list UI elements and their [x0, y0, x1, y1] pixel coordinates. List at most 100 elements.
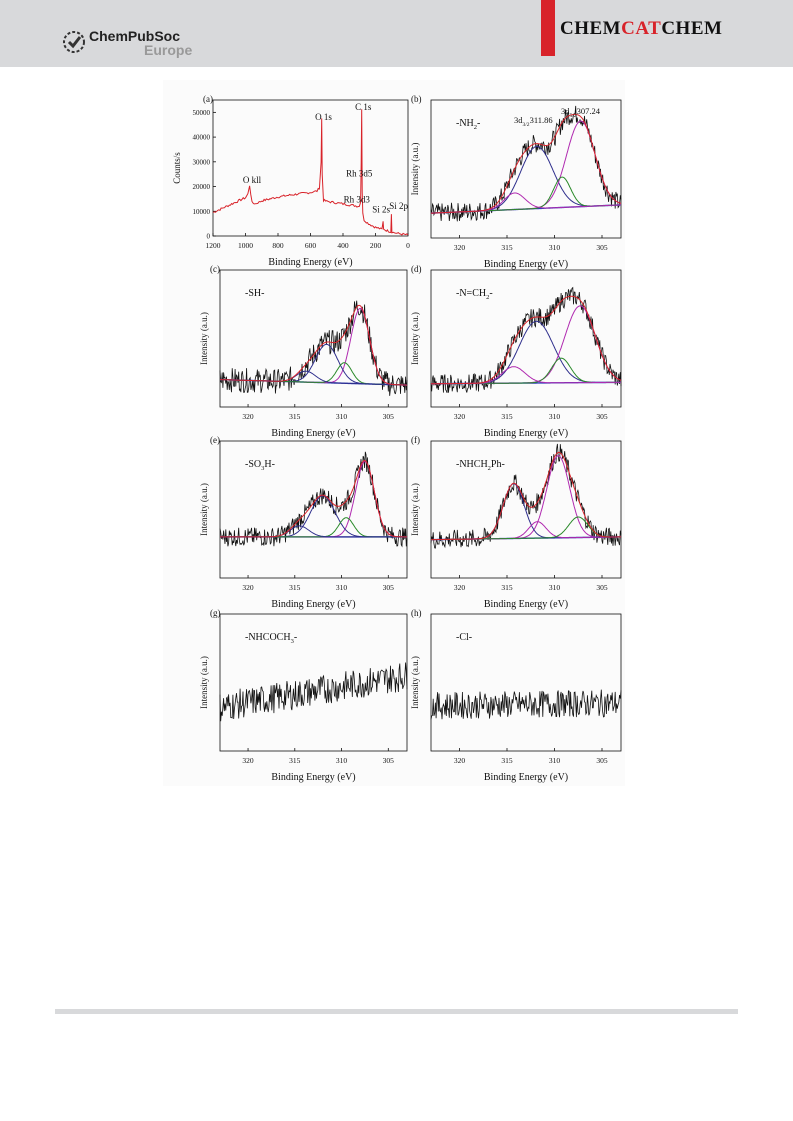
panel-a-annotation: Si 2p: [389, 201, 408, 211]
panel-a-xtick-label: 200: [370, 241, 382, 250]
panel-e-xlabel: Binding Energy (eV): [271, 599, 355, 610]
panel-e-raw-data-line: [219, 451, 408, 548]
panel-a-xtick-label: 1000: [238, 241, 253, 250]
panel-a-ylabel: Counts/s: [172, 152, 182, 184]
panel-c-group-label: -SH-: [245, 288, 264, 299]
panel-a-annotation: C 1s: [355, 102, 372, 112]
panel-f-xtick-label: 320: [454, 583, 466, 592]
publisher-logo-icon: [63, 31, 85, 53]
panel-f-xlabel: Binding Energy (eV): [484, 599, 568, 610]
publisher-logo: ChemPubSoc Europe: [62, 28, 192, 58]
panel-b-xtick-label: 310: [549, 243, 561, 252]
panel-b-peak-label: 3d5/2307.24: [561, 106, 601, 119]
panel-h-xtick-label: 305: [596, 756, 608, 765]
panel-d-xtick-label: 310: [549, 412, 561, 421]
panel-d-component-peak: [431, 357, 621, 385]
panel-b-xtick-label: 320: [454, 243, 466, 252]
panel-g-xlabel: Binding Energy (eV): [271, 772, 355, 783]
panel-a-ytick-label: 0: [207, 233, 211, 241]
panel-g-ylabel: Intensity (a.u.): [199, 656, 209, 709]
panel-f-xtick-label: 315: [501, 583, 513, 592]
panel-b-letter: (b): [411, 94, 422, 104]
panel-c-frame: [219, 269, 408, 408]
panel-a-annotation: Rh 3d3: [344, 195, 371, 205]
publisher-region: Europe: [144, 42, 193, 58]
panel-h-frame: [430, 613, 622, 752]
panel-h-group-label: -Cl-: [456, 632, 472, 643]
panel-d-component-peak: [431, 366, 621, 385]
panel-c-raw-data-line: [219, 300, 408, 396]
panel-a-annotation: Si 2s: [372, 205, 390, 215]
panel-f-letter: (f): [411, 435, 420, 445]
panel-c-xtick-label: 310: [336, 412, 348, 421]
panel-e-xtick-label: 315: [289, 583, 301, 592]
panel-a-letter: (a): [203, 94, 213, 104]
panel-b-xtick-label: 315: [501, 243, 513, 252]
panel-e-ylabel: Intensity (a.u.): [199, 483, 209, 536]
panel-g-group-label: -NHCOCH3-: [245, 632, 297, 645]
journal-accent-tab: [541, 0, 555, 56]
panel-h-raw-data-line: [430, 689, 622, 720]
panel-c-xtick-label: 305: [383, 412, 395, 421]
panel-d-envelope-fit-line: [431, 295, 622, 385]
panel-d-ylabel: Intensity (a.u.): [410, 312, 420, 365]
panel-h-xlabel: Binding Energy (eV): [484, 772, 568, 783]
panel-e-letter: (e): [210, 435, 220, 445]
panel-h-xtick-label: 320: [454, 756, 466, 765]
panel-f-raw-data-line: [430, 443, 622, 549]
panel-g-xtick-label: 310: [336, 756, 348, 765]
panel-c-letter: (c): [210, 264, 220, 274]
panel-a-xtick-label: 800: [272, 241, 284, 250]
panel-c-xtick-label: 320: [242, 412, 254, 421]
panel-d-letter: (d): [411, 264, 422, 274]
journal-title: CHEMCATCHEM: [560, 18, 722, 40]
publisher-name: ChemPubSoc: [89, 28, 181, 44]
panel-b-component-peak: [430, 176, 621, 214]
panel-b-envelope-fit-line: [430, 113, 622, 214]
xps-figure: (a) Binding Energy (eV) Counts/s 1200 1000 80…: [163, 80, 625, 786]
panel-a-xtick-label: 0: [406, 241, 410, 250]
panel-g-xtick-label: 315: [289, 756, 301, 765]
panel-b-xtick-label: 305: [596, 243, 608, 252]
panel-a-annotation: Rh 3d5: [346, 169, 373, 179]
panel-e-group-label: -SO3H-: [245, 459, 275, 472]
panel-a-xtick-label: 400: [337, 241, 349, 250]
panel-b-ylabel: Intensity (a.u.): [410, 143, 420, 196]
panel-b-peak-label: 3d3/2311.86: [514, 115, 553, 128]
panel-b-xlabel: Binding Energy (eV): [484, 259, 568, 270]
journal-title-part2: CAT: [621, 18, 662, 39]
panel-h-xtick-label: 315: [501, 756, 513, 765]
header-band: [0, 0, 793, 67]
panel-e-xtick-label: 320: [242, 583, 254, 592]
panel-d-raw-data-line: [430, 286, 622, 394]
panel-a-ytick-label: 30000: [193, 158, 211, 166]
panel-a-xtick-label: 1200: [206, 241, 221, 250]
panel-a-xlabel: Binding Energy (eV): [268, 257, 352, 268]
panel-g-letter: (g): [210, 608, 221, 618]
panel-f-xtick-label: 305: [596, 583, 608, 592]
panel-a-xtick-label: 600: [305, 241, 317, 250]
panel-e-xtick-label: 310: [336, 583, 348, 592]
panel-e-component-peak: [220, 461, 407, 538]
panel-a-series-line: [212, 109, 409, 236]
panel-a-ytick-label: 20000: [193, 183, 211, 191]
panel-b-frame: [430, 99, 622, 239]
panel-f-ylabel: Intensity (a.u.): [410, 483, 420, 536]
panel-d-xtick-label: 315: [501, 412, 513, 421]
panel-a-annotation: O kll: [243, 175, 262, 185]
panel-d-group-label: -N=CH2-: [456, 288, 493, 301]
panel-d-xtick-label: 305: [596, 412, 608, 421]
panel-f-frame: [430, 440, 622, 579]
journal-title-part1: CHEM: [560, 18, 622, 39]
panel-a-frame: [212, 99, 409, 237]
panel-f-group-label: -NHCH2Ph-: [456, 459, 505, 472]
journal-title-part3: CHEM: [661, 18, 723, 39]
panel-g-raw-data-line: [219, 662, 408, 722]
panel-c-xlabel: Binding Energy (eV): [271, 428, 355, 439]
panel-g-xtick-label: 305: [383, 756, 395, 765]
panel-e-envelope-fit-line: [220, 459, 407, 538]
panel-d-xlabel: Binding Energy (eV): [484, 428, 568, 439]
panel-e-frame: [219, 440, 408, 579]
panel-a-ytick-label: 50000: [193, 109, 211, 117]
panel-b-component-peak: [430, 145, 621, 214]
